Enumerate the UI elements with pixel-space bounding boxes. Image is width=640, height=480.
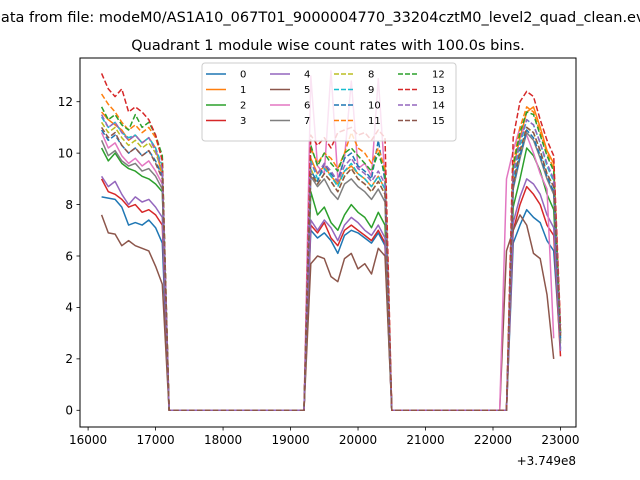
legend-label-1: 1 bbox=[240, 85, 246, 96]
figure-suptitle: Data from file: modeM0/AS1A10_067T01_900… bbox=[0, 10, 640, 26]
plot-lines bbox=[100, 70, 562, 412]
x-tick-label: 22000 bbox=[474, 433, 512, 447]
legend-label-15: 15 bbox=[432, 116, 445, 127]
x-tick-label: 20000 bbox=[339, 433, 377, 447]
x-tick-label: 18000 bbox=[204, 433, 242, 447]
legend-label-10: 10 bbox=[368, 101, 381, 112]
legend-box bbox=[201, 62, 457, 142]
legend-label-8: 8 bbox=[368, 70, 374, 81]
plot-frame bbox=[79, 57, 577, 428]
legend-label-13: 13 bbox=[432, 85, 445, 96]
x-tick-label: 17000 bbox=[136, 433, 174, 447]
y-tick-label: 8 bbox=[65, 198, 73, 212]
legend-label-9: 9 bbox=[368, 85, 374, 96]
legend-label-0: 0 bbox=[240, 70, 246, 81]
y-tick-label: 0 bbox=[65, 404, 73, 418]
legend-label-5: 5 bbox=[304, 85, 310, 96]
legend-label-6: 6 bbox=[304, 101, 310, 112]
legend-label-11: 11 bbox=[368, 116, 381, 127]
legend-label-7: 7 bbox=[304, 116, 310, 127]
y-tick-label: 2 bbox=[65, 352, 73, 366]
y-tick-label: 10 bbox=[58, 146, 73, 160]
y-axis: 0 2 4 6 8 10 12 bbox=[58, 95, 80, 418]
x-axis: 16000 17000 18000 19000 20000 21000 22000 23000 bbox=[69, 427, 580, 447]
x-offset-label: +3.749e8 bbox=[517, 454, 576, 468]
x-tick-label: 21000 bbox=[406, 433, 444, 447]
x-tick-label: 16000 bbox=[69, 433, 107, 447]
legend-label-2: 2 bbox=[240, 101, 246, 112]
y-tick-label: 12 bbox=[58, 95, 73, 109]
x-tick-label: 19000 bbox=[271, 433, 309, 447]
legend-label-12: 12 bbox=[432, 70, 445, 81]
chart-title: Quadrant 1 module wise count rates with … bbox=[131, 38, 525, 54]
x-tick-label: 23000 bbox=[541, 433, 579, 447]
legend-label-14: 14 bbox=[432, 101, 445, 112]
y-tick-label: 6 bbox=[65, 249, 73, 263]
series-line-15 bbox=[100, 126, 562, 412]
legend-label-4: 4 bbox=[304, 70, 310, 81]
y-tick-label: 4 bbox=[65, 301, 73, 315]
legend-label-3: 3 bbox=[240, 116, 246, 127]
